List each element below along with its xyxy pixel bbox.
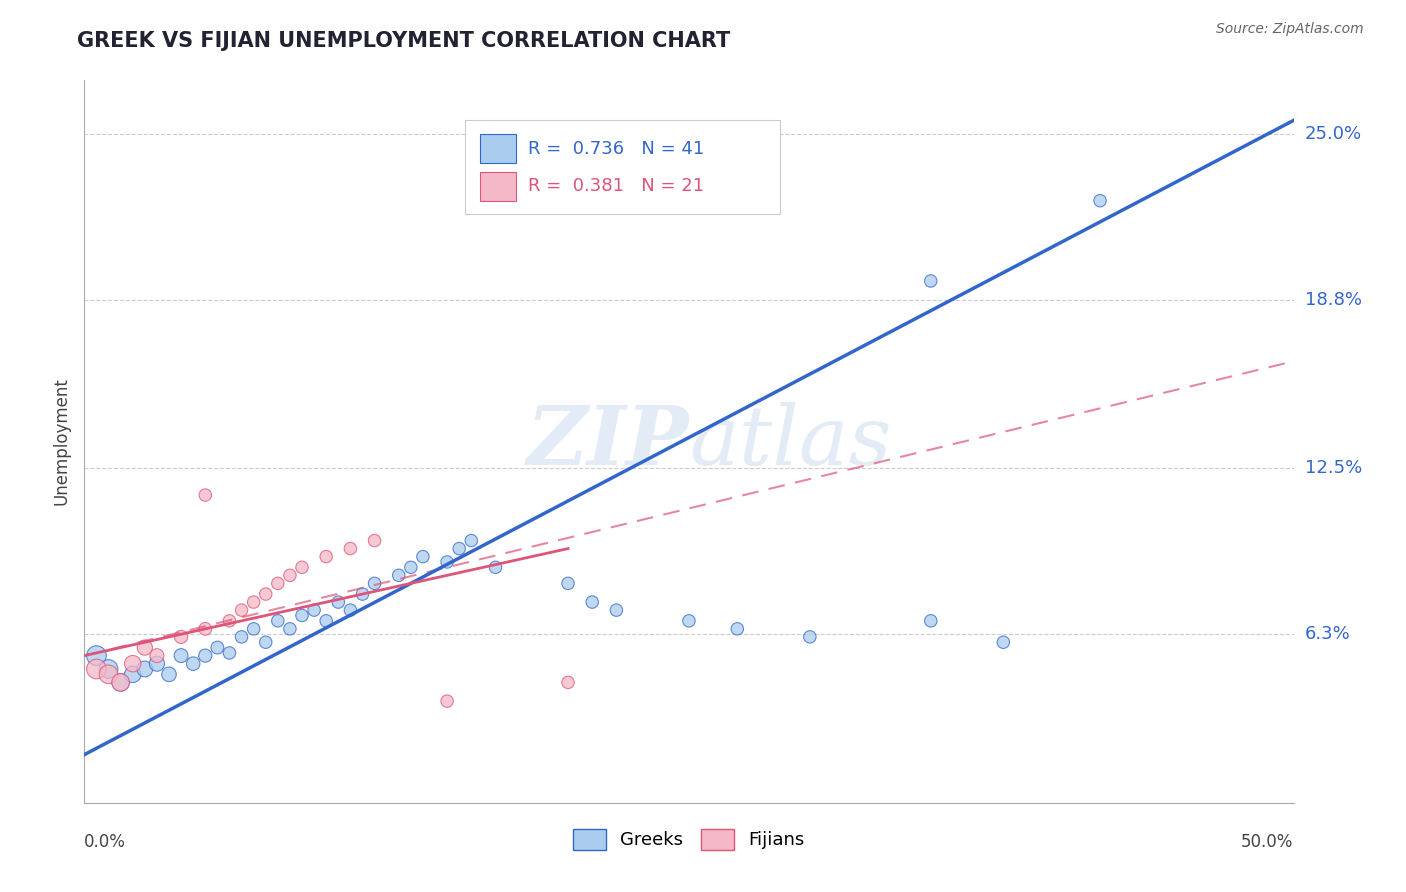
Point [86,648,108,663]
Y-axis label: Unemployment: Unemployment [52,377,70,506]
Point [339,541,361,556]
Point [315,614,337,628]
Point [920,274,942,288]
Point [267,576,290,591]
Point [278,568,301,582]
Legend: Greeks, Fijians: Greeks, Fijians [567,822,811,857]
Text: GREEK VS FIJIAN UNEMPLOYMENT CORRELATION CHART: GREEK VS FIJIAN UNEMPLOYMENT CORRELATION… [77,31,731,51]
Point [207,640,229,655]
Point [291,560,314,574]
Text: 18.8%: 18.8% [1305,291,1361,309]
Point [460,533,482,548]
FancyBboxPatch shape [479,172,516,201]
Text: 6.3%: 6.3% [1305,625,1350,643]
Point [449,541,471,556]
Point [181,657,204,671]
Point [328,595,350,609]
Point [678,614,700,628]
Point [170,648,193,663]
Text: 25.0%: 25.0% [1305,125,1362,143]
Point [388,568,411,582]
Point [86,662,108,676]
Point [231,630,253,644]
Point [725,622,748,636]
Point [399,560,422,574]
Point [254,587,277,601]
Point [278,622,301,636]
Point [315,549,337,564]
Point [363,533,385,548]
FancyBboxPatch shape [479,135,516,163]
FancyBboxPatch shape [465,120,780,214]
Point [799,630,821,644]
Point [170,630,193,644]
Point [363,576,385,591]
Text: Source: ZipAtlas.com: Source: ZipAtlas.com [1216,22,1364,37]
Text: 50.0%: 50.0% [1241,833,1294,851]
Point [134,640,156,655]
Point [97,667,120,681]
Point [557,576,579,591]
Point [557,675,579,690]
Point [134,662,156,676]
Point [291,608,314,623]
Point [581,595,603,609]
Point [194,488,217,502]
Text: 0.0%: 0.0% [84,833,127,851]
Text: atlas: atlas [689,401,891,482]
Point [110,675,132,690]
Point [267,614,290,628]
Point [242,595,264,609]
Point [436,694,458,708]
Point [993,635,1015,649]
Text: 12.5%: 12.5% [1305,459,1362,477]
Text: ZIP: ZIP [526,401,689,482]
Point [146,657,169,671]
Point [920,614,942,628]
Point [157,667,180,681]
Point [194,622,217,636]
Point [254,635,277,649]
Point [97,662,120,676]
Point [436,555,458,569]
Point [218,614,240,628]
Text: R =  0.736   N = 41: R = 0.736 N = 41 [529,140,704,158]
Point [121,657,143,671]
Point [121,667,143,681]
Point [302,603,325,617]
Point [352,587,374,601]
Point [1088,194,1111,208]
Point [484,560,506,574]
Point [110,675,132,690]
Point [218,646,240,660]
Point [339,603,361,617]
Text: R =  0.381   N = 21: R = 0.381 N = 21 [529,178,704,195]
Point [194,648,217,663]
Point [146,648,169,663]
Point [242,622,264,636]
Point [412,549,434,564]
Point [605,603,627,617]
Point [231,603,253,617]
